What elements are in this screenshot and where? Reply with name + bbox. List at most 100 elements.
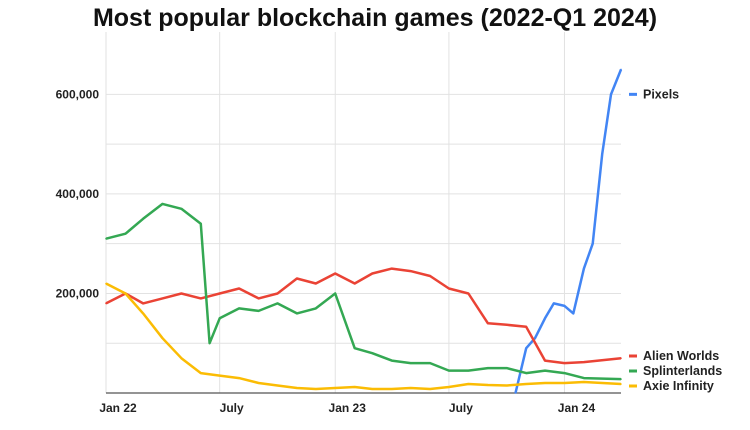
data-point bbox=[180, 357, 183, 359]
data-point bbox=[487, 367, 489, 369]
data-point bbox=[563, 382, 566, 384]
legend-label: Splinterlands bbox=[643, 364, 722, 378]
x-tick-label: Jan 24 bbox=[558, 401, 596, 415]
data-point bbox=[180, 208, 183, 210]
data-point bbox=[208, 342, 211, 345]
chart-title: Most popular blockchain games (2022-Q1 2… bbox=[92, 4, 658, 32]
data-point bbox=[601, 153, 603, 155]
data-point bbox=[105, 302, 107, 305]
data-point bbox=[620, 383, 622, 385]
data-point bbox=[563, 372, 566, 374]
data-point bbox=[218, 317, 221, 320]
data-point bbox=[448, 369, 450, 372]
data-point bbox=[257, 310, 260, 312]
data-point bbox=[371, 272, 374, 275]
data-point bbox=[429, 362, 431, 364]
data-point bbox=[429, 388, 431, 390]
x-tick-label: Jan 22 bbox=[99, 401, 137, 415]
y-tick-label: 200,000 bbox=[56, 286, 100, 300]
data-point bbox=[334, 272, 337, 275]
data-point bbox=[525, 347, 527, 350]
data-point bbox=[505, 384, 508, 387]
data-point bbox=[371, 388, 374, 390]
data-point bbox=[583, 377, 585, 379]
data-point bbox=[218, 292, 221, 295]
data-point bbox=[353, 347, 356, 350]
y-tick-label: 400,000 bbox=[56, 187, 100, 201]
data-point bbox=[390, 267, 393, 270]
data-point bbox=[238, 287, 240, 290]
data-point bbox=[390, 388, 393, 390]
data-point bbox=[563, 305, 566, 307]
data-point bbox=[200, 297, 202, 300]
data-point bbox=[487, 384, 489, 386]
data-point bbox=[620, 357, 622, 359]
data-point bbox=[371, 352, 374, 354]
data-point bbox=[563, 362, 566, 364]
data-point bbox=[620, 68, 622, 71]
data-point bbox=[257, 382, 260, 384]
x-tick-label: Jan 23 bbox=[329, 401, 367, 415]
data-point bbox=[409, 387, 412, 389]
data-point bbox=[467, 369, 470, 372]
data-point bbox=[620, 378, 622, 380]
data-point bbox=[105, 282, 107, 285]
data-point bbox=[314, 388, 317, 390]
data-point bbox=[409, 270, 412, 272]
data-point bbox=[142, 302, 144, 305]
data-point bbox=[448, 386, 450, 388]
data-point bbox=[200, 222, 202, 225]
series-line-axie-infinity bbox=[105, 282, 622, 391]
data-point bbox=[390, 359, 393, 362]
data-point bbox=[124, 232, 127, 235]
data-point bbox=[429, 275, 431, 277]
data-point bbox=[200, 372, 202, 374]
data-point bbox=[353, 386, 356, 388]
data-point bbox=[296, 387, 298, 389]
data-point bbox=[334, 387, 337, 389]
data-point bbox=[591, 242, 594, 245]
data-point bbox=[487, 322, 489, 325]
data-point bbox=[276, 292, 279, 295]
data-point bbox=[334, 292, 337, 295]
x-tick-label: July bbox=[220, 401, 244, 415]
data-point bbox=[552, 302, 555, 305]
data-point bbox=[161, 337, 164, 340]
data-point bbox=[525, 383, 527, 385]
data-point bbox=[124, 292, 127, 295]
data-point bbox=[514, 392, 517, 394]
data-point bbox=[409, 362, 412, 364]
data-point bbox=[180, 292, 183, 295]
data-point bbox=[505, 367, 508, 369]
data-point bbox=[142, 217, 144, 220]
data-point bbox=[448, 287, 450, 290]
data-point bbox=[238, 307, 240, 310]
data-point bbox=[276, 302, 279, 305]
y-tick-label: 600,000 bbox=[56, 87, 100, 101]
legend-label: Axie Infinity bbox=[643, 379, 714, 393]
data-point bbox=[505, 324, 508, 326]
data-point bbox=[544, 317, 546, 320]
data-point bbox=[296, 312, 298, 315]
series-line-alien-worlds bbox=[105, 267, 622, 365]
data-point bbox=[467, 383, 470, 385]
data-point bbox=[572, 312, 575, 315]
data-point bbox=[353, 282, 356, 285]
data-point bbox=[467, 292, 470, 295]
data-point bbox=[314, 307, 317, 310]
data-point bbox=[544, 382, 546, 384]
data-point bbox=[276, 384, 279, 387]
data-point bbox=[257, 297, 260, 300]
data-point bbox=[583, 381, 585, 383]
legend-label: Pixels bbox=[643, 87, 679, 101]
data-point bbox=[544, 369, 546, 372]
data-point bbox=[296, 277, 298, 280]
data-point bbox=[161, 297, 164, 300]
data-point bbox=[218, 374, 221, 377]
data-point bbox=[238, 377, 240, 379]
legend-label: Alien Worlds bbox=[643, 349, 719, 363]
data-point bbox=[583, 267, 585, 270]
data-point bbox=[534, 337, 536, 340]
x-tick-label: July bbox=[449, 401, 473, 415]
